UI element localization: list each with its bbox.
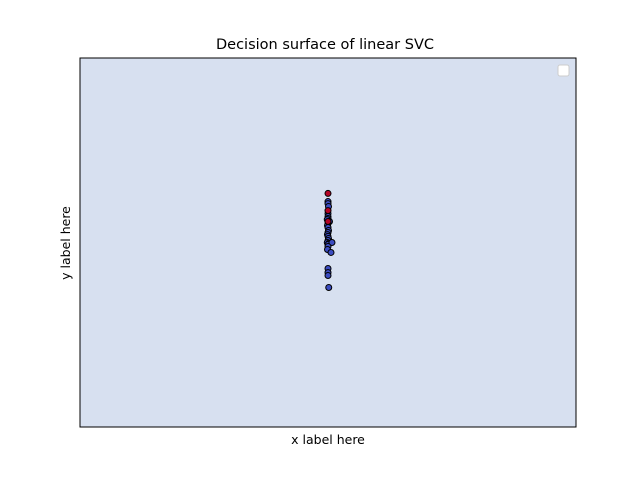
scatter-point [324,207,332,215]
scatter-point [328,239,336,246]
scatter-point [324,217,332,225]
data-points-layer [323,189,336,292]
axes-frame [79,57,577,428]
y-axis-label: y label here [58,206,73,280]
scatter-point [324,272,332,280]
scatter-point [324,189,332,197]
x-axis-label: x label here [291,432,365,447]
scatter-point [327,248,335,256]
chart-title: Decision surface of linear SVC [216,37,434,53]
legend-box [557,64,570,77]
scatter-point [325,284,333,292]
